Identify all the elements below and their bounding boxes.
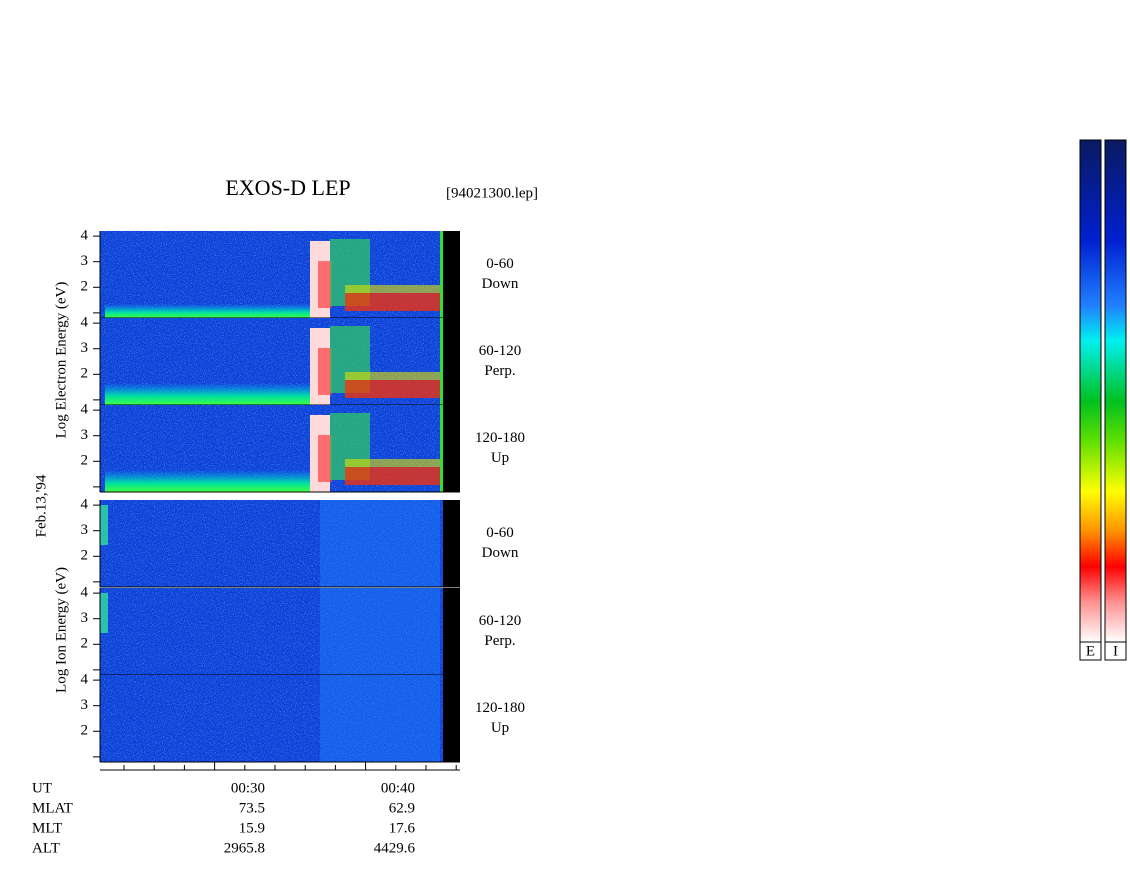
red-band <box>345 380 440 398</box>
y-tick-label: 3 <box>81 253 89 269</box>
y-tick-label: 4 <box>81 497 89 513</box>
edge-green <box>440 231 443 318</box>
row-label: UT <box>32 780 52 796</box>
no-data <box>443 588 460 675</box>
row-value: 4429.6 <box>374 840 416 856</box>
y-tick-label: 3 <box>81 610 89 626</box>
colorbar-label: E <box>1086 643 1095 659</box>
row-value: 62.9 <box>389 800 415 816</box>
y-tick-label: 4 <box>81 315 89 331</box>
colorbar-label: I <box>1113 643 1118 659</box>
no-data <box>443 318 460 405</box>
file-name: [94021300.lep] <box>446 185 538 201</box>
y-tick-label: 4 <box>81 228 89 244</box>
pitch-range: 60-120 <box>479 613 522 629</box>
colorbar-label-box <box>1079 641 1102 661</box>
y-tick-label: 2 <box>81 453 89 469</box>
low-energy-band <box>105 383 310 405</box>
y-tick-label: 3 <box>81 340 89 356</box>
low-energy-band <box>105 470 310 492</box>
pitch-range: 120-180 <box>475 430 525 446</box>
yellow-band <box>345 285 440 293</box>
title: EXOS-D LEP <box>225 175 350 200</box>
cusp-red <box>318 261 332 308</box>
colorbar <box>1104 139 1127 643</box>
y-tick-label: 3 <box>81 427 89 443</box>
y-tick-label: 2 <box>81 548 89 564</box>
y-tick-label: 3 <box>81 522 89 538</box>
pitch-range: 120-180 <box>475 700 525 716</box>
cusp-red <box>318 435 332 482</box>
red-band <box>345 467 440 485</box>
date: Feb.13,'94 <box>33 474 49 537</box>
direction: Perp. <box>484 363 515 379</box>
row-value: 2965.8 <box>224 840 265 856</box>
direction: Down <box>482 276 519 292</box>
no-data <box>443 675 460 762</box>
spectrogram-noise <box>100 675 443 762</box>
no-data <box>443 500 460 587</box>
direction: Down <box>482 545 519 561</box>
row-label: MLAT <box>32 800 73 816</box>
y-tick-label: 4 <box>81 585 89 601</box>
y-tick-label: 2 <box>81 636 89 652</box>
no-data <box>443 405 460 492</box>
row-value: 00:30 <box>231 780 265 796</box>
y-tick-label: 2 <box>81 366 89 382</box>
ion-cyan <box>320 500 440 587</box>
colorbar <box>1079 139 1102 643</box>
low-energy-band <box>105 304 310 318</box>
row-label: MLT <box>32 820 62 836</box>
y-tick-label: 4 <box>81 402 89 418</box>
y-tick-label: 4 <box>81 672 89 688</box>
pitch-range: 0-60 <box>486 525 514 541</box>
yellow-band <box>345 459 440 467</box>
row-label: ALT <box>32 840 60 856</box>
row-value: 00:40 <box>381 780 415 796</box>
direction: Up <box>491 450 509 466</box>
colorbar-label-box <box>1104 641 1127 661</box>
ion-cyan <box>320 675 440 762</box>
y-tick-label: 2 <box>81 723 89 739</box>
cusp-red <box>318 348 332 395</box>
ion-edge <box>100 505 108 545</box>
direction: Perp. <box>484 633 515 649</box>
ion-axis-label: Log Ion Energy (eV) <box>53 567 69 693</box>
pitch-range: 60-120 <box>479 343 522 359</box>
y-tick-label: 3 <box>81 697 89 713</box>
row-value: 15.9 <box>239 820 265 836</box>
direction: Up <box>491 720 509 736</box>
electron-axis-label: Log Electron Energy (eV) <box>53 282 69 439</box>
edge-green <box>440 405 443 492</box>
row-value: 73.5 <box>239 800 265 816</box>
spectrogram-noise <box>100 588 443 675</box>
pitch-range: 0-60 <box>486 256 514 272</box>
ion-edge <box>100 593 108 633</box>
ion-cyan <box>320 588 440 675</box>
red-band <box>345 293 440 311</box>
spectrogram-noise <box>100 500 443 587</box>
y-tick-label: 2 <box>81 279 89 295</box>
row-value: 17.6 <box>389 820 416 836</box>
yellow-band <box>345 372 440 380</box>
no-data <box>443 231 460 318</box>
edge-green <box>440 318 443 405</box>
